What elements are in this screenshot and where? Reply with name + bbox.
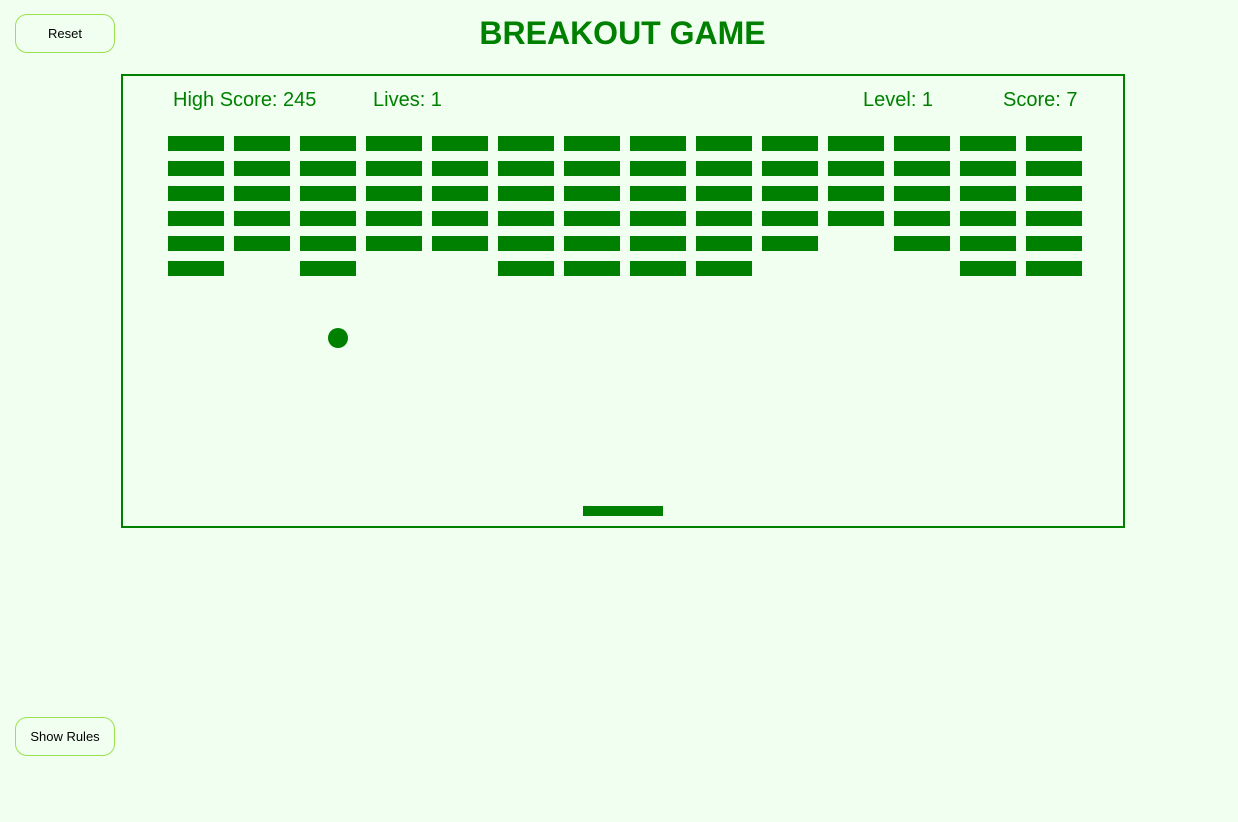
brick — [630, 236, 686, 251]
brick — [366, 236, 422, 251]
brick — [498, 136, 554, 151]
brick — [894, 186, 950, 201]
brick — [498, 261, 554, 276]
brick — [168, 161, 224, 176]
ball — [328, 328, 348, 348]
brick — [960, 236, 1016, 251]
brick — [432, 211, 488, 226]
brick — [828, 161, 884, 176]
brick — [894, 136, 950, 151]
brick — [1026, 186, 1082, 201]
brick — [630, 186, 686, 201]
brick — [696, 261, 752, 276]
brick — [630, 211, 686, 226]
brick — [366, 211, 422, 226]
brick — [366, 161, 422, 176]
brick — [894, 161, 950, 176]
brick — [696, 211, 752, 226]
show-rules-button[interactable]: Show Rules — [15, 717, 115, 756]
brick — [564, 186, 620, 201]
brick — [300, 211, 356, 226]
brick — [564, 161, 620, 176]
brick — [234, 161, 290, 176]
lives-label: Lives: 1 — [373, 89, 442, 111]
brick — [960, 211, 1016, 226]
brick — [762, 236, 818, 251]
brick — [300, 161, 356, 176]
brick — [960, 186, 1016, 201]
brick — [696, 236, 752, 251]
brick — [168, 236, 224, 251]
brick — [762, 136, 818, 151]
brick — [234, 211, 290, 226]
brick — [366, 136, 422, 151]
brick — [696, 161, 752, 176]
brick — [432, 186, 488, 201]
brick — [696, 136, 752, 151]
brick — [1026, 261, 1082, 276]
brick — [432, 136, 488, 151]
brick — [762, 211, 818, 226]
brick — [234, 186, 290, 201]
brick — [300, 236, 356, 251]
brick — [1026, 161, 1082, 176]
game-canvas[interactable]: High Score: 245 Lives: 1 Level: 1 Score:… — [121, 74, 1125, 528]
brick — [432, 236, 488, 251]
brick — [300, 136, 356, 151]
brick — [1026, 136, 1082, 151]
level-label: Level: 1 — [863, 89, 934, 111]
brick — [960, 136, 1016, 151]
brick — [564, 211, 620, 226]
score-label: Score: 7 — [1003, 89, 1078, 111]
paddle[interactable] — [583, 506, 663, 516]
brick — [564, 261, 620, 276]
brick — [168, 211, 224, 226]
brick — [432, 161, 488, 176]
brick — [696, 186, 752, 201]
brick — [564, 136, 620, 151]
brick — [300, 261, 356, 276]
brick — [1026, 211, 1082, 226]
brick — [960, 161, 1016, 176]
brick — [234, 236, 290, 251]
reset-button[interactable]: Reset — [15, 14, 115, 53]
brick — [630, 136, 686, 151]
brick — [960, 261, 1016, 276]
brick — [168, 261, 224, 276]
brick — [762, 186, 818, 201]
brick — [498, 186, 554, 201]
brick — [564, 236, 620, 251]
brick — [498, 236, 554, 251]
brick — [828, 186, 884, 201]
brick — [300, 186, 356, 201]
brick — [498, 211, 554, 226]
page-title: BREAKOUT GAME — [479, 15, 766, 51]
brick — [828, 136, 884, 151]
brick — [630, 261, 686, 276]
brick — [168, 136, 224, 151]
brick — [1026, 236, 1082, 251]
brick — [366, 186, 422, 201]
brick — [894, 236, 950, 251]
brick — [894, 211, 950, 226]
brick — [762, 161, 818, 176]
brick — [630, 161, 686, 176]
brick — [828, 211, 884, 226]
high-score-label: High Score: 245 — [173, 89, 317, 111]
brick — [234, 136, 290, 151]
brick — [498, 161, 554, 176]
brick — [168, 186, 224, 201]
